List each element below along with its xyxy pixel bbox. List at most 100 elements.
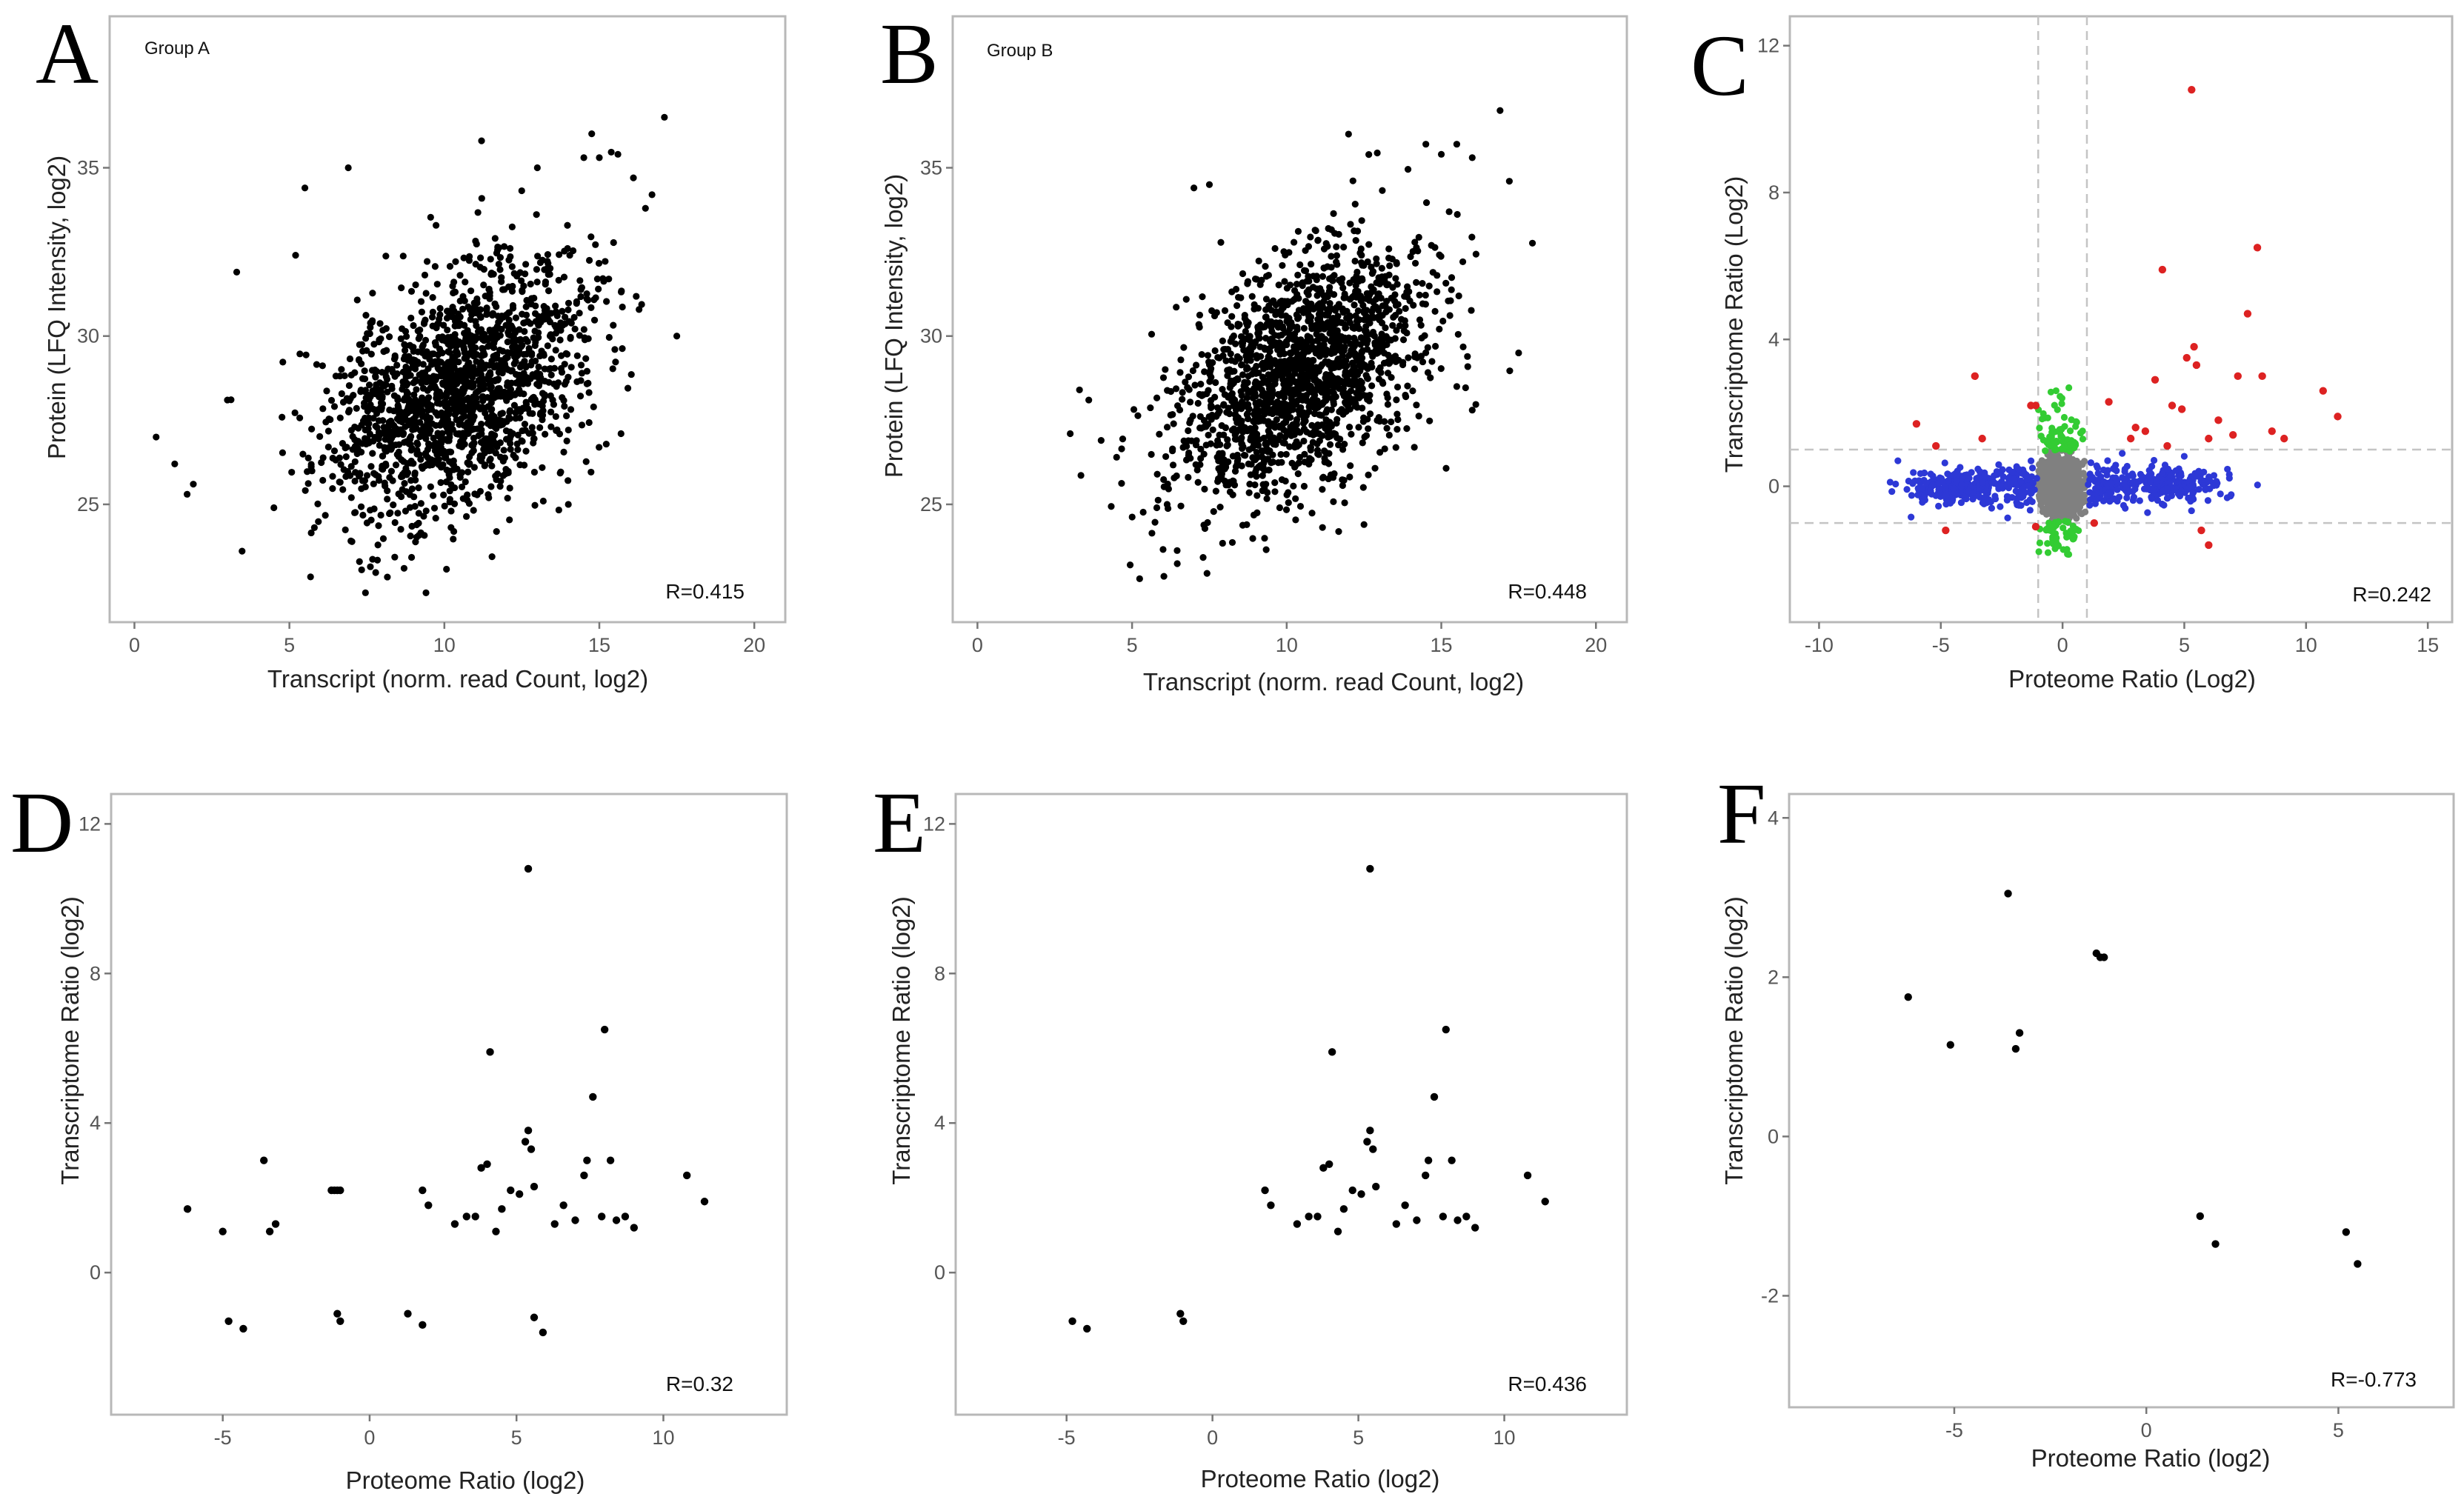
panel-b-point [1291,238,1298,246]
panel-a-point [462,478,469,486]
panel-a-point [433,281,441,288]
panel-a-point [427,427,434,434]
panel-a-point [396,410,403,418]
panel-b-point [1294,271,1302,278]
panel-a-point [384,573,391,581]
panel-a-point [407,287,416,295]
panel-a-point [648,191,656,198]
panel-b-point [1389,321,1396,330]
panel-b-point [1392,444,1399,451]
panel-a-point [382,436,389,443]
panel-a-point [441,368,448,376]
panel-b-point [1259,487,1266,495]
panel-b-point [1305,291,1312,298]
panel-b-point [1345,130,1352,138]
panel-a-point [607,148,615,156]
panel-a-point [547,423,555,430]
panel-a-point [377,335,384,342]
panel-b-point [1314,421,1322,429]
panel-a-point [553,426,561,434]
panel-a-point [414,327,422,335]
panel-a-point [375,429,383,436]
panel-a-point [387,434,396,442]
panel-b-point [1407,253,1414,261]
panel-b-point [1328,422,1335,430]
panel-a-point [400,564,408,572]
panel-a-point [359,440,366,447]
panel-b-point [1271,488,1279,496]
panel-b-point [1325,433,1332,441]
panel-b-point [1198,350,1205,358]
panel-a-point [292,252,299,259]
panel-b-point [1355,424,1362,431]
panel-b-point [1339,481,1346,490]
panel-b-point [1281,299,1288,307]
panel-a-point [446,263,454,270]
panel-b-point [1231,436,1239,443]
panel-a-point [379,327,387,334]
panel-a-point [351,458,359,466]
panel-a-point [348,538,356,545]
panel-b-point [1212,378,1219,387]
panel-b-point [1179,396,1186,403]
panel-b-point [1176,369,1184,376]
panel-b-point [1442,464,1450,472]
panel-a-point [570,313,578,321]
panel-b-point [1300,437,1308,445]
panel-a-point [339,486,347,493]
panel-a-point [577,361,585,369]
panel-b-point [1274,324,1282,331]
panel-b-point [1176,406,1184,414]
panel-a-point [447,481,455,488]
panel-a-point [386,474,393,481]
panel-a-point [358,566,365,573]
panel-b-point [1346,313,1353,321]
panel-b-point [1153,394,1161,401]
panel-b-point [1319,486,1326,493]
panel-a-point [372,569,379,576]
panel-a-point [316,433,324,441]
panel-c-point [2044,500,2051,507]
panel-a-point [355,356,363,364]
panel-a-point [422,589,430,597]
panel-a-point [516,461,524,469]
panel-b-point [1371,464,1379,472]
panel-b-point [1346,473,1353,481]
panel-b-point [1182,296,1190,303]
panel-b-point [1299,377,1307,384]
panel-b-point [1383,424,1391,432]
panel-a-point [515,336,522,344]
panel-b-point [1225,393,1232,400]
panel-b-point [1439,317,1447,325]
panel-a-point [485,285,493,293]
panel-a-point [465,359,473,367]
panel-a-point [534,253,542,260]
panel-b-point [1274,346,1282,353]
panel-b-point [1251,276,1259,283]
panel-b-point [1163,501,1171,508]
panel-b-point [1316,411,1323,418]
panel-b-point [1354,356,1362,364]
panel-a-point [501,243,508,250]
panel-b-point [1253,352,1260,359]
panel-a-point [359,511,367,519]
panel-b-point [1251,301,1258,308]
panel-a-point [421,318,428,326]
panel-b-point [1196,424,1204,432]
panel-b-point [1256,329,1263,336]
panel-b-point [1226,384,1233,391]
panel-b-point [1373,314,1381,321]
panel-b-point [1472,250,1479,258]
panel-a-point [514,446,522,453]
panel-a-point [562,313,569,321]
panel-a-point [487,483,495,490]
panel-b-point [1334,356,1342,364]
panel-b-point [1282,506,1291,513]
panel-b-point [1347,350,1354,358]
panel-a-point [497,393,505,400]
panel-a-point [542,281,549,288]
panel-b-point [1411,365,1419,373]
panel-b-point [1359,439,1366,447]
panel-b-point [1373,260,1380,267]
panel-b-point [1427,374,1434,381]
